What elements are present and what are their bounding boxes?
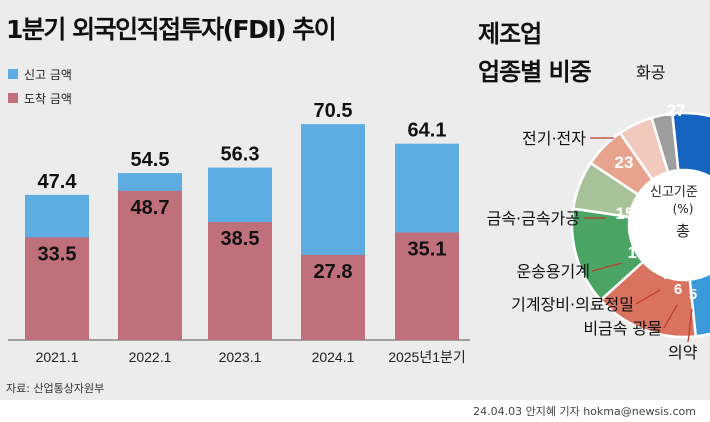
- donut-leader-line: [591, 262, 623, 272]
- chart-canvas: 47.4 33.5 2021.1 54.5 48.7 2022.1 56.3 38.5 2023…: [8, 63, 710, 365]
- donut-leader-line: [635, 289, 661, 305]
- data-label-reported: 47.4: [38, 171, 78, 193]
- side-title-line2: 업종별 비중: [478, 58, 592, 86]
- donut-category-label: 화공: [636, 63, 665, 82]
- donut-category-label: 기계장비·의료정밀: [511, 295, 634, 314]
- data-label-reported: 54.5: [131, 149, 170, 171]
- donut-leader-line: [663, 304, 678, 329]
- legend-swatch-arrived: [8, 93, 18, 103]
- donut-category-label: 운송용기계: [516, 262, 590, 281]
- donut-hole: [630, 171, 710, 279]
- legend-item-arrived: 도착 금액: [8, 90, 72, 106]
- donut-slice: [650, 112, 680, 174]
- donut-value-label: 6: [674, 281, 682, 298]
- donut-center-text: 신고기준: [650, 185, 698, 200]
- donut-center-text: 총: [676, 222, 690, 240]
- source-note: 자료: 산업통상자원부: [6, 382, 105, 395]
- bar-arrived: [208, 222, 272, 340]
- donut-category-label: 전기·전자: [522, 129, 586, 148]
- data-label-reported: 64.1: [408, 120, 447, 142]
- side-title-line1: 제조업: [478, 20, 542, 48]
- data-label-arrived: 35.1: [408, 239, 447, 261]
- legend-item-reported: 신고 금액: [8, 66, 72, 82]
- bar-arrived: [301, 254, 365, 340]
- data-label-arrived: 48.7: [131, 197, 170, 219]
- x-tick-label: 2024.1: [312, 349, 355, 365]
- bar-arrived: [25, 237, 89, 340]
- legend-swatch-reported: [8, 69, 18, 79]
- donut-value-label: 27: [667, 101, 686, 120]
- footer-bar: [0, 400, 710, 422]
- donut-value-label: 7: [662, 266, 670, 283]
- bar-arrived: [118, 190, 182, 340]
- legend-label-reported: 신고 금액: [24, 67, 72, 82]
- bar-arrived: [395, 232, 459, 340]
- donut-value-label: 5: [689, 286, 697, 303]
- data-label-arrived: 27.8: [314, 261, 353, 283]
- credit-line: 24.04.03 안지혜 기자 hokma@newsis.com: [473, 405, 696, 418]
- x-tick-label: 2023.1: [219, 349, 262, 365]
- data-label-reported: 70.5: [314, 100, 353, 122]
- donut-value-label: 14: [628, 243, 647, 262]
- data-label-reported: 56.3: [221, 144, 260, 166]
- x-tick-label: 2025년1분기: [388, 349, 466, 365]
- chart-title: 1분기 외국인직접투자(FDI) 추이: [6, 15, 337, 44]
- donut-center-text: (%): [673, 202, 694, 216]
- data-label-arrived: 38.5: [221, 228, 260, 250]
- donut-slice: [670, 111, 710, 179]
- data-label-arrived: 33.5: [38, 243, 77, 265]
- donut-value-label: 15: [616, 204, 635, 223]
- donut-category-label: 의약: [668, 343, 698, 362]
- donut-category-label: 금속·금속가공: [487, 209, 580, 228]
- x-tick-label: 2022.1: [129, 349, 172, 365]
- donut-value-label: 23: [615, 153, 634, 172]
- donut-category-label: 비금속 광물: [583, 319, 662, 338]
- x-tick-label: 2021.1: [36, 349, 79, 365]
- legend-label-arrived: 도착 금액: [24, 91, 72, 106]
- donut-leader-line: [687, 308, 693, 343]
